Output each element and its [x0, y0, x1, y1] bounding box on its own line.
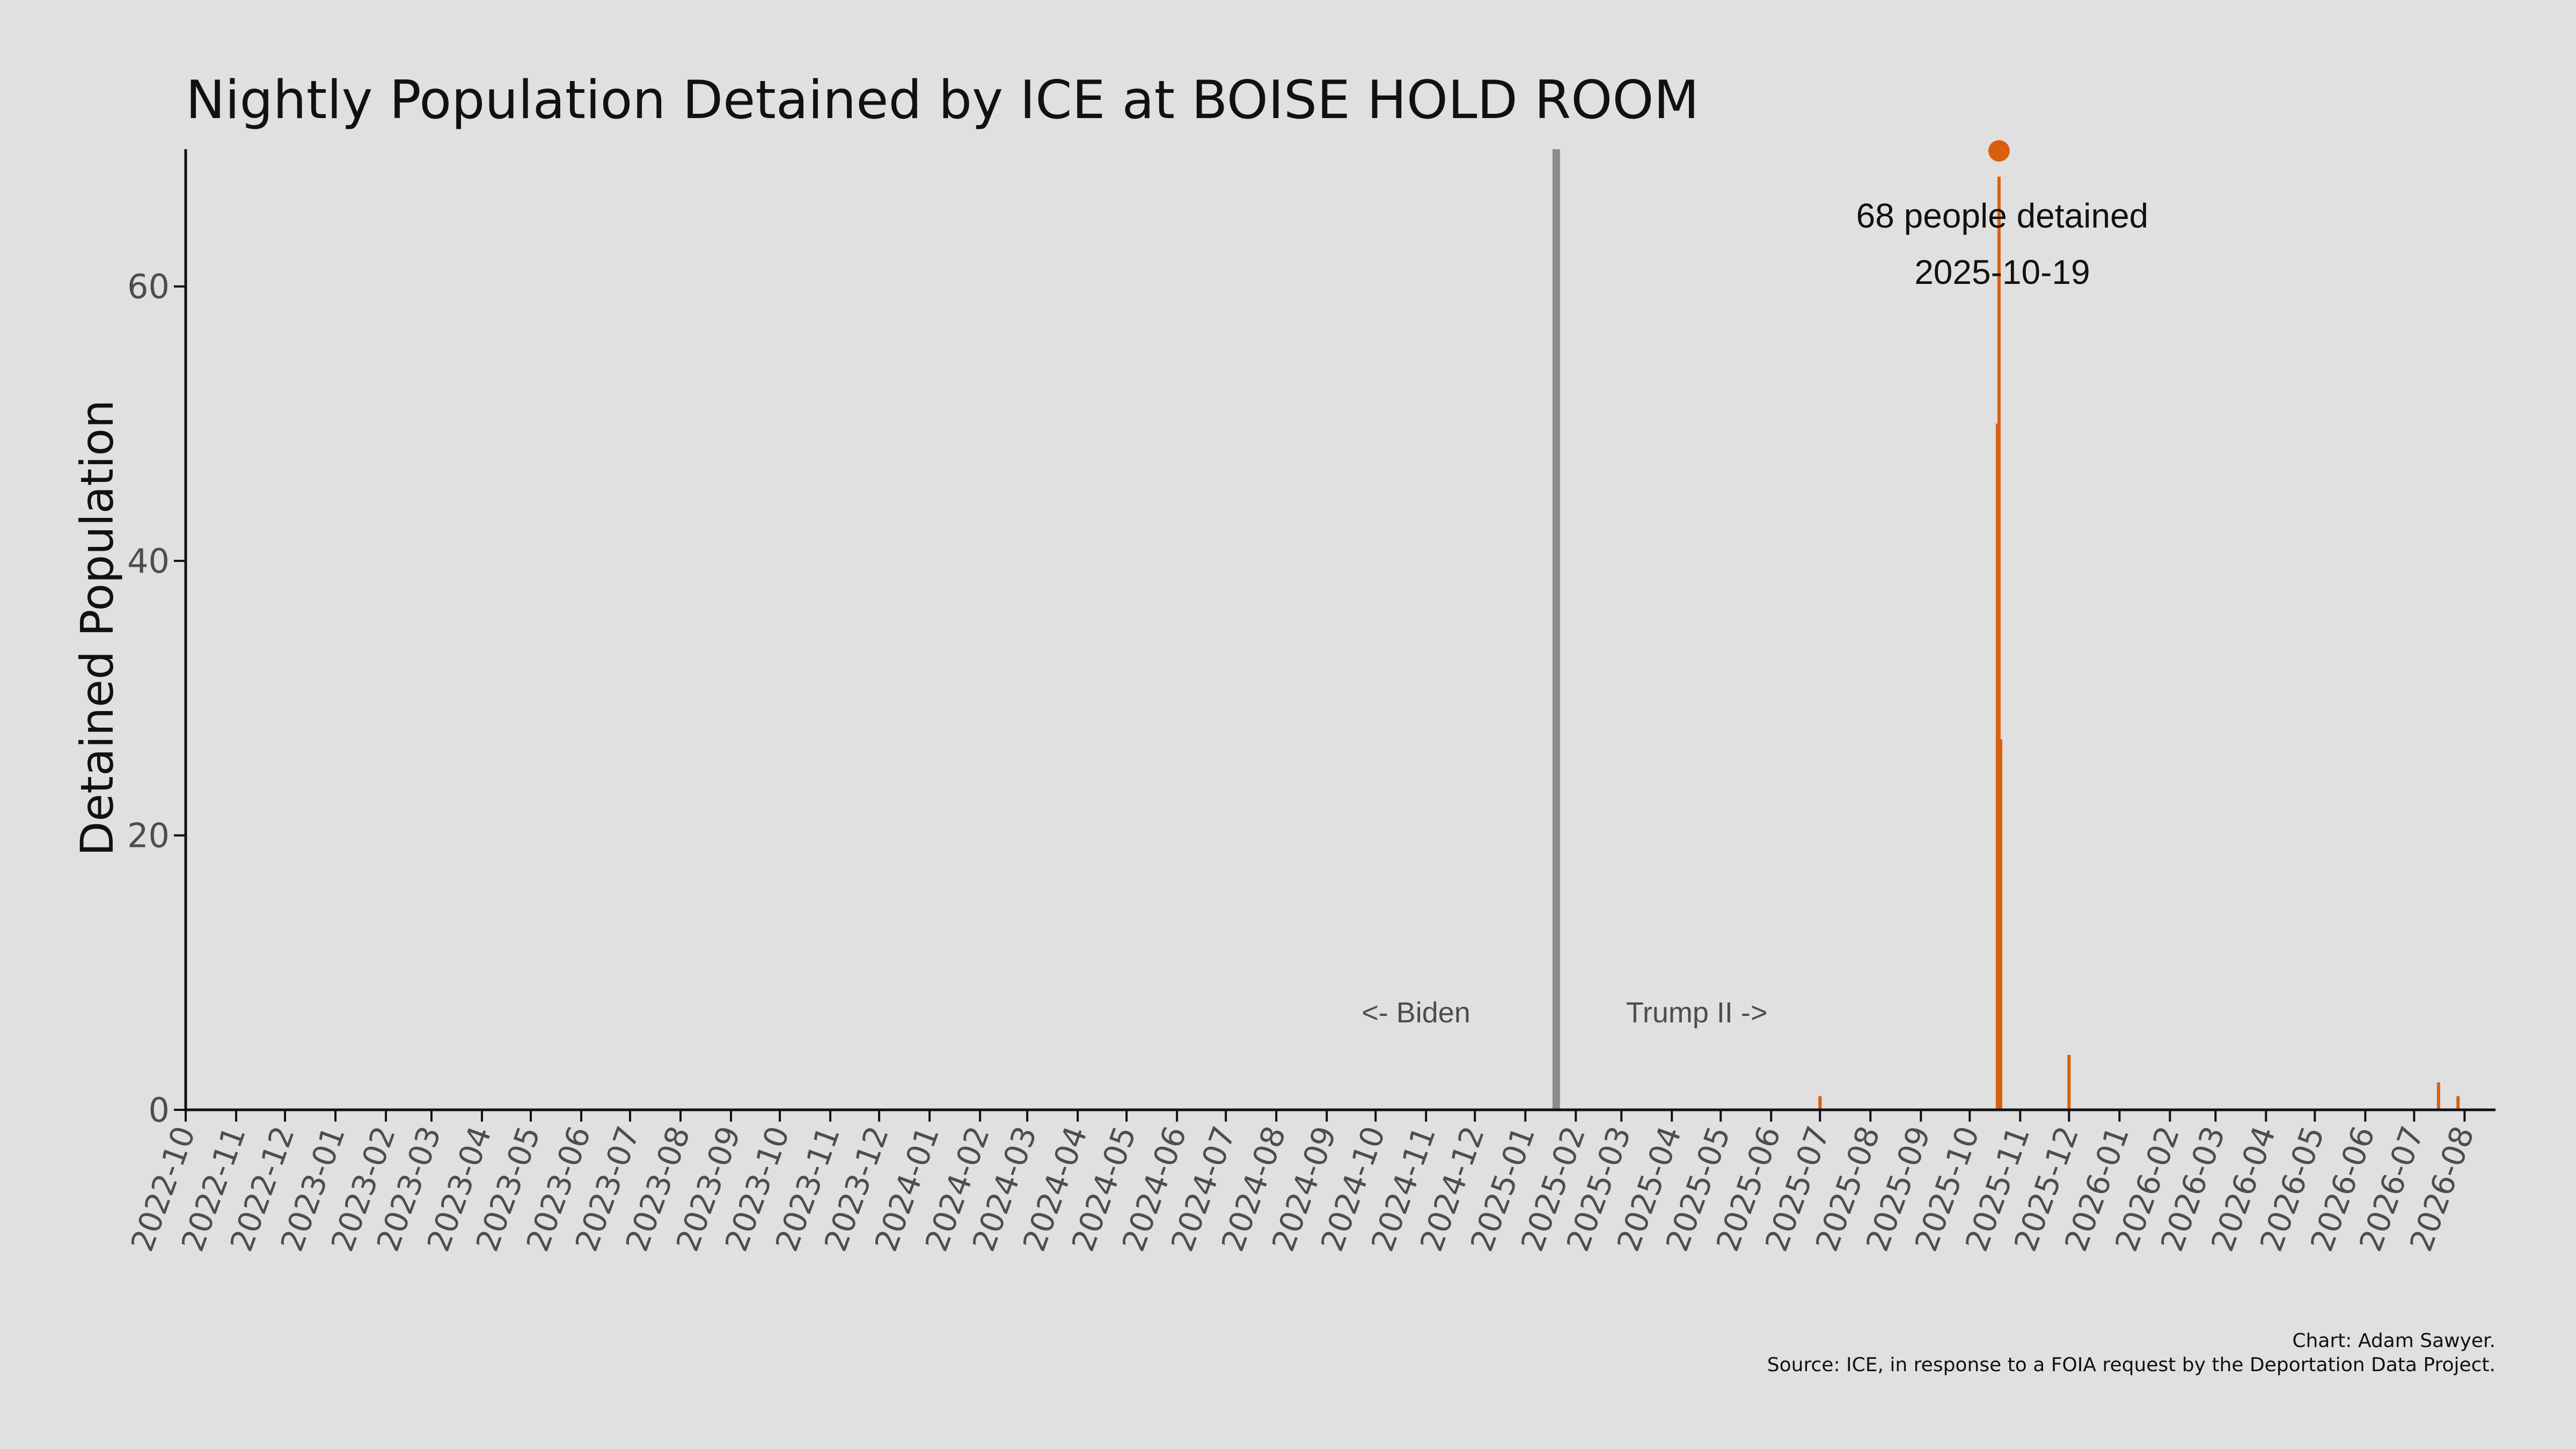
bar-2025-07-01 — [1818, 1096, 1822, 1110]
caption-credit: Chart: Adam Sawyer. — [2292, 1330, 2496, 1352]
y-tick-label-20: 20 — [127, 816, 170, 855]
y-tick-label-60: 60 — [127, 267, 170, 306]
era-label-biden: <- Biden — [1362, 997, 1470, 1029]
bar-2025-12-01 — [2067, 1055, 2071, 1110]
chart-title: Nightly Population Detained by ICE at BO… — [186, 70, 1699, 131]
y-tick-label-40: 40 — [127, 541, 170, 581]
x-axis: 2022-102022-112022-122023-012023-022023-… — [123, 1108, 2496, 1256]
caption-source: Source: ICE, in response to a FOIA reque… — [1767, 1354, 2496, 1376]
bar-2026-07-28 — [2456, 1096, 2460, 1110]
y-axis-label: Detained Population — [71, 400, 123, 856]
bar-2026-07-16 — [2436, 1082, 2440, 1110]
peak-marker — [1988, 140, 2010, 162]
y-tick-label-0: 0 — [149, 1091, 170, 1130]
bars-group — [1818, 177, 2460, 1110]
y-axis: 0 20 40 60 — [127, 149, 187, 1130]
peak-annotation-date: 2025-10-19 — [1914, 253, 2090, 291]
peak-annotation-count: 68 people detained — [1856, 196, 2149, 235]
bar-2025-10-19 — [1997, 177, 2001, 1110]
bar-2025-10-20 — [1999, 739, 2002, 1110]
bar-2025-10-18 — [1995, 423, 1999, 1110]
era-label-trump: Trump II -> — [1626, 997, 1768, 1029]
